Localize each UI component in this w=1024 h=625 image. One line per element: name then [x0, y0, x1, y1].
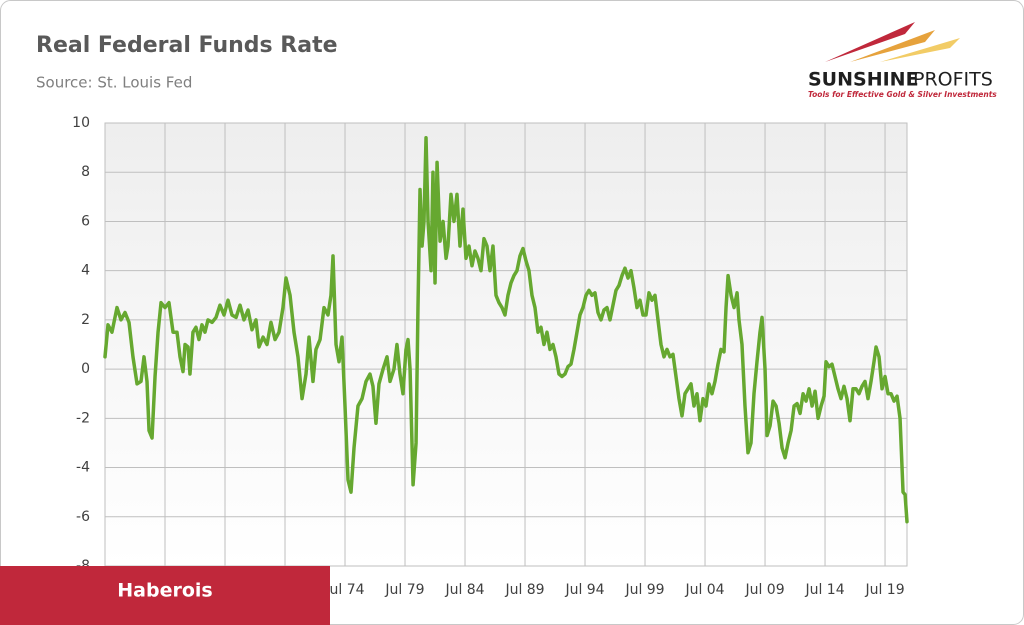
plot-area — [105, 123, 907, 566]
logo-swoosh — [825, 22, 915, 62]
y-tick-label: 2 — [81, 312, 90, 328]
x-tick-label: Jul 79 — [384, 582, 424, 598]
banner-text: Haberois — [117, 580, 212, 602]
y-tick-label: 6 — [81, 213, 90, 229]
banner: Haberois — [0, 566, 330, 625]
logo-word: PROFITS — [913, 69, 993, 91]
chart-title: Real Federal Funds Rate — [36, 33, 338, 58]
y-tick-label: -2 — [76, 410, 90, 426]
x-tick-label: Jul 19 — [864, 582, 904, 598]
x-tick-label: Jul 14 — [804, 582, 844, 598]
logo: SUNSHINE PROFITS Tools for Effective Gol… — [808, 22, 997, 99]
x-tick-label: Jul 99 — [624, 582, 664, 598]
y-tick-label: 0 — [81, 361, 90, 377]
x-tick-label: Jul 89 — [504, 582, 544, 598]
y-tick-label: 4 — [81, 263, 90, 279]
data-line — [103, 136, 909, 524]
x-tick-label: Jul 74 — [324, 582, 364, 598]
logo-word: SUNSHINE — [808, 69, 919, 91]
chart-subtitle: Source: St. Louis Fed — [36, 74, 192, 92]
banner-box — [0, 566, 330, 625]
x-tick-label: Jul 04 — [684, 582, 724, 598]
y-tick-label: -6 — [76, 509, 90, 525]
x-tick-label: Jul 94 — [564, 582, 604, 598]
y-tick-label: 10 — [72, 115, 90, 131]
y-tick-label: 8 — [81, 164, 90, 180]
x-tick-label: Jul 84 — [444, 582, 484, 598]
y-tick-label: -4 — [76, 460, 90, 476]
logo-tagline: Tools for Effective Gold & Silver Invest… — [808, 90, 997, 99]
logo-swoosh — [850, 30, 935, 62]
logo-swoosh — [880, 38, 960, 62]
x-tick-label: Jul 09 — [744, 582, 784, 598]
